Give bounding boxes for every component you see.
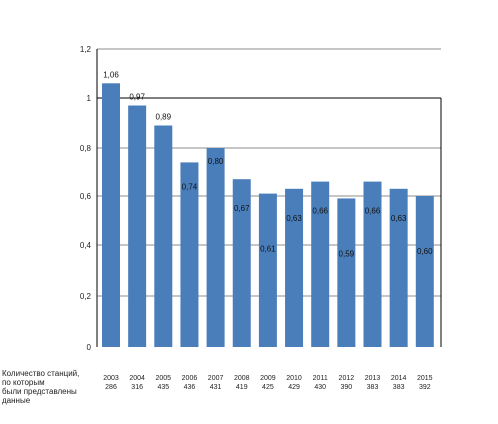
x-tick-label: 2012 (339, 375, 355, 382)
x-tick-label: 2007 (208, 375, 224, 382)
x-tick-label: 2003 (103, 375, 119, 382)
bar (285, 188, 304, 347)
x-tick-label: 2014 (391, 375, 407, 382)
y-tick-label: 1 (87, 94, 92, 103)
y-tick-label: 0,4 (80, 241, 92, 250)
value-label: 0,67 (234, 204, 250, 213)
station-count-label: 430 (314, 384, 326, 391)
y-tick-label: 0 (87, 343, 92, 352)
value-label: 0,66 (365, 207, 381, 216)
y-tick-label: 0,8 (80, 144, 92, 153)
value-label: 0,66 (312, 207, 328, 216)
value-label: 0,63 (391, 214, 407, 223)
x-tick-label: 2013 (365, 375, 381, 382)
station-count-label: 390 (341, 384, 353, 391)
bars (102, 83, 434, 348)
station-count-label: 419 (236, 384, 248, 391)
x-tick-label: 2005 (156, 375, 172, 382)
station-count-label: 316 (131, 384, 143, 391)
bar (206, 148, 225, 347)
bar (258, 193, 277, 347)
station-count-label: 286 (105, 384, 117, 391)
bar (180, 162, 199, 347)
x-tick-label: 2011 (313, 375, 328, 382)
x-tick-label: 2010 (286, 375, 302, 382)
value-label: 0,63 (286, 214, 302, 223)
bar (128, 105, 147, 347)
x-tick-label: 2015 (417, 375, 433, 382)
value-label: 0,97 (129, 93, 145, 102)
station-count-label: 435 (157, 384, 169, 391)
value-label: 0,89 (156, 113, 172, 122)
y-tick-label: 1,2 (80, 45, 92, 54)
y-tick-label: 0,2 (80, 292, 92, 301)
x-tick-label: 2008 (234, 375, 250, 382)
station-count-label: 431 (210, 384, 222, 391)
value-label: 0,60 (417, 247, 433, 256)
y-axis-ticks: 0 0,2 0,4 0,6 0,8 1 1,2 (80, 45, 92, 352)
x-axis-labels: 2003 286 2004 316 2005 435 2006 436 2007 431 2008 4… (103, 375, 432, 391)
station-count-label: 383 (367, 384, 379, 391)
value-label: 0,80 (208, 157, 224, 166)
y-tick-label: 0,6 (80, 192, 92, 201)
station-count-label: 383 (393, 384, 405, 391)
x-tick-label: 2009 (260, 375, 276, 382)
station-count-label: 392 (419, 384, 431, 391)
station-count-caption: Количество станций, по которым были пред… (2, 369, 80, 405)
station-count-label: 436 (184, 384, 196, 391)
station-count-label: 429 (288, 384, 300, 391)
value-label: 0,61 (260, 245, 276, 254)
x-tick-label: 2004 (129, 375, 145, 382)
bar (232, 179, 251, 347)
bar (363, 181, 382, 347)
bar (102, 83, 120, 348)
value-labels: 1,06 0,97 0,89 0,74 0,80 0,67 0,61 0,63 0,66 0,59… (103, 70, 433, 258)
bar (337, 198, 356, 347)
bar (311, 181, 330, 347)
plot-frame (96, 49, 442, 347)
value-label: 0,74 (182, 182, 198, 191)
bar (154, 125, 173, 347)
value-label: 1,06 (103, 70, 119, 79)
value-label: 0,59 (339, 249, 355, 258)
x-tick-label: 2006 (182, 375, 198, 382)
bar (415, 196, 434, 347)
bar (389, 188, 408, 347)
station-count-label: 425 (262, 384, 274, 391)
